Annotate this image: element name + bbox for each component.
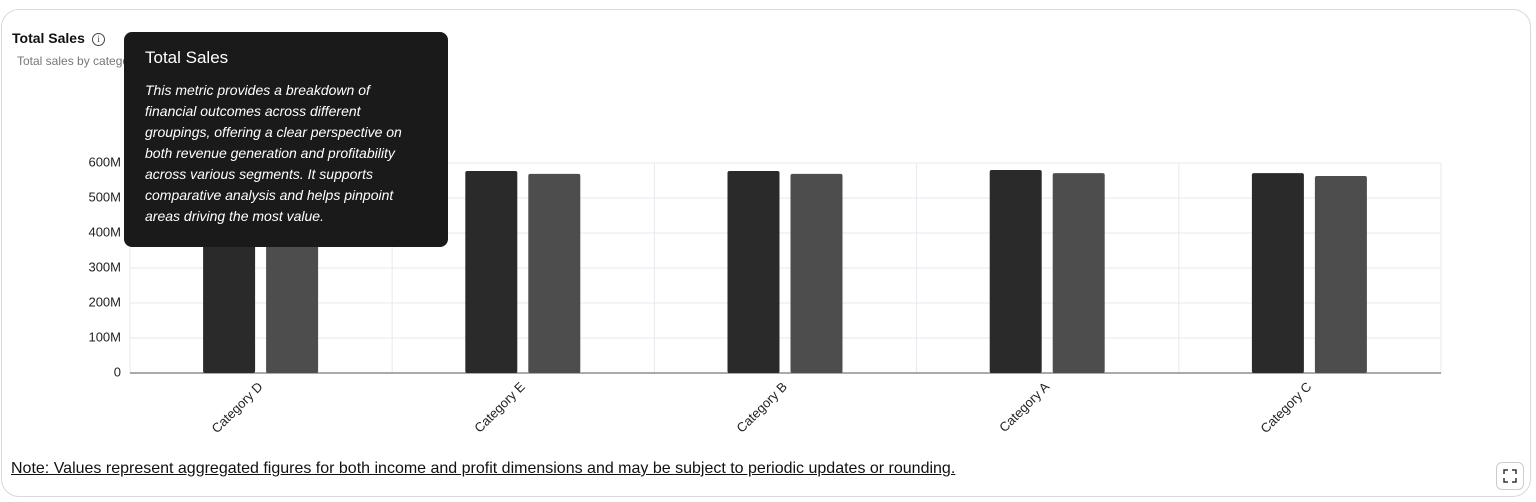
tooltip-body: This metric provides a breakdown of fina… bbox=[145, 82, 402, 224]
y-tick-label: 100M bbox=[88, 329, 121, 344]
x-tick-label: Category C bbox=[1257, 379, 1314, 436]
note: Note: Values represent aggregated figure… bbox=[11, 460, 956, 477]
tooltip: Total Sales This metric provides a break… bbox=[124, 32, 448, 247]
y-tick-label: 400M bbox=[88, 224, 121, 239]
expand-icon bbox=[1503, 469, 1517, 483]
card-subtitle: Total sales by category bbox=[17, 54, 140, 68]
bar bbox=[465, 171, 518, 373]
expand-button[interactable] bbox=[1496, 462, 1524, 490]
bar bbox=[1251, 173, 1304, 373]
bar bbox=[1314, 175, 1367, 373]
y-tick-label: 300M bbox=[88, 259, 121, 274]
y-tick-label: 600M bbox=[88, 154, 121, 169]
x-tick-label: Category D bbox=[209, 379, 266, 436]
x-tick-label: Category B bbox=[733, 379, 790, 436]
tooltip-title: Total Sales bbox=[145, 48, 229, 67]
info-icon[interactable]: i bbox=[92, 33, 105, 46]
y-tick-label: 200M bbox=[88, 294, 121, 309]
bar bbox=[1052, 173, 1105, 373]
y-tick-label: 500M bbox=[88, 189, 121, 204]
bar bbox=[727, 171, 780, 373]
bar bbox=[790, 173, 843, 373]
bar bbox=[989, 170, 1042, 373]
y-tick-label: 0 bbox=[114, 364, 121, 379]
x-tick-label: Category A bbox=[996, 379, 1052, 435]
x-tick-label: Category E bbox=[471, 379, 528, 436]
card-title: Total Sales bbox=[12, 30, 85, 46]
bar bbox=[528, 173, 581, 373]
